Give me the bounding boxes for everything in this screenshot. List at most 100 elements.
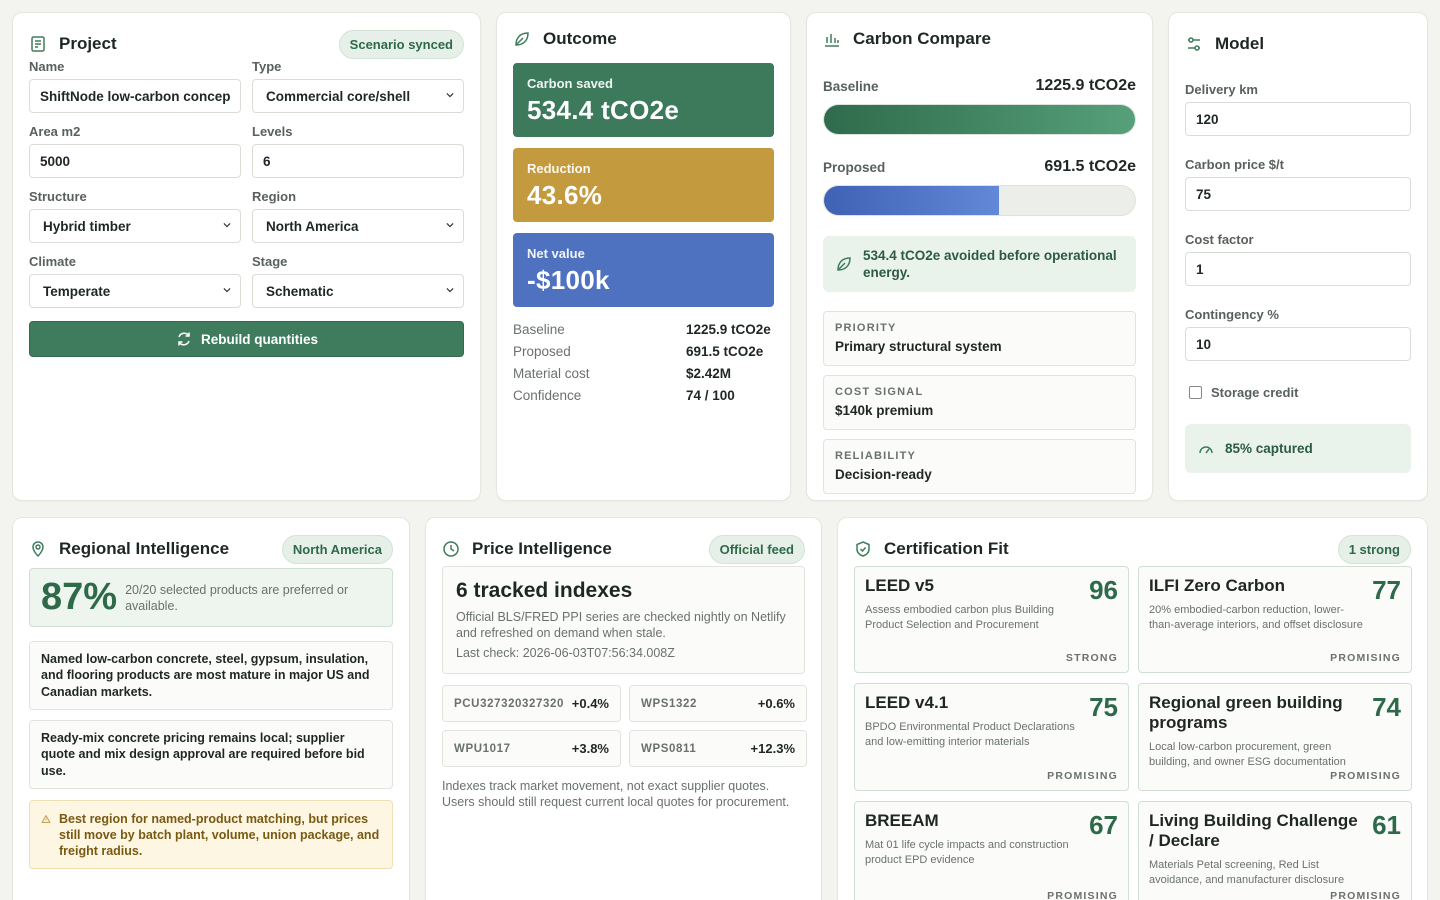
text-input[interactable]: 5000 (29, 144, 241, 178)
cert-description: Materials Petal screening, Red List avoi… (1149, 859, 1345, 886)
metric-value: 43.6% (527, 180, 603, 210)
cert-card: Regional green building programs 74 Local … (1138, 683, 1412, 791)
checkbox-label: Storage credit (1211, 384, 1299, 400)
badge: North America (281, 534, 393, 564)
select[interactable]: Schematic (252, 274, 464, 308)
icon-stroke (446, 288, 454, 293)
field-label: Structure (29, 189, 87, 204)
cert-score: 77 (1372, 575, 1401, 605)
cert-description: 20% embodied-carbon reduction, lower-tha… (1149, 604, 1363, 631)
icon-stroke (446, 223, 454, 228)
field: Type Commercial core/shell (252, 59, 464, 113)
metric-tile: Carbon saved 534.4 tCO2e (513, 63, 774, 137)
compare-head: Baseline 1225.9 tCO2e (823, 76, 1136, 96)
text-input[interactable]: 6 (252, 144, 464, 178)
signal-card: COST SIGNAL $140k premium (823, 375, 1136, 430)
text-input[interactable]: ShiftNode low-carbon concep (29, 79, 241, 113)
icon-stroke (41, 814, 51, 823)
cert-card: BREEAM 67 Mat 01 life cycle impacts and co… (854, 801, 1129, 900)
header-icon (856, 541, 870, 557)
index: WPS0811 +12.3% (629, 730, 807, 767)
field-label: Type (252, 59, 282, 74)
summary-label: Baseline (513, 321, 565, 337)
cert-status: PROMISING (1047, 890, 1118, 900)
summary-value: 1225.9 tCO2e (686, 321, 771, 337)
field: Region North America (252, 189, 464, 243)
field-value: 1 (1196, 261, 1204, 277)
cert-score: 96 (1089, 575, 1118, 605)
select[interactable]: Commercial core/shell (252, 79, 464, 113)
cert-status: STRONG (1065, 652, 1118, 664)
badge: 1 strong (1337, 534, 1411, 564)
note-icon (837, 257, 851, 271)
card-header: Outcome (513, 24, 774, 54)
field-value: North America (266, 218, 359, 234)
cert-description: Assess embodied carbon plus Building Pro… (865, 604, 1054, 631)
cert-name: ILFI Zero Carbon (1149, 576, 1285, 595)
field: Structure Hybrid timber (29, 189, 241, 243)
select[interactable]: North America (252, 209, 464, 243)
number-input[interactable]: 1 (1185, 252, 1411, 286)
rebuild-button[interactable]: Rebuild quantities (29, 321, 464, 357)
icon-stroke (446, 93, 454, 98)
note-text: 534.4 tCO2e avoided before operational e… (863, 248, 1117, 280)
summary-row: Confidence 74 / 100 (513, 384, 774, 406)
icon-stroke (859, 547, 867, 553)
score-box: 87% 20/20 selected products are preferred… (29, 568, 393, 627)
icon-stroke (515, 37, 524, 46)
warning-text: Best region for named-product matching, … (59, 812, 380, 858)
card: Price Intelligence Official feed 6 tracked… (425, 517, 822, 900)
icon-stroke (223, 288, 231, 293)
card: Regional Intelligence North America 87% 20/… (12, 517, 410, 900)
cert-status: PROMISING (1330, 652, 1401, 664)
index-change: +12.3% (750, 741, 795, 756)
compare-value: 1225.9 tCO2e (1035, 77, 1136, 94)
number-input[interactable]: 120 (1185, 102, 1411, 136)
price-footer: Indexes track market movement, not exact… (442, 779, 790, 809)
select[interactable]: Temperate (29, 274, 241, 308)
card-header: Certification Fit 1 strong (854, 534, 1411, 564)
card-title: Price Intelligence (472, 539, 612, 558)
field-value: Commercial core/shell (266, 88, 411, 104)
index-change: +0.6% (757, 696, 795, 711)
icon-stroke (35, 544, 41, 550)
card: Certification Fit 1 strong LEED v5 96 Assess… (837, 517, 1428, 900)
avoided-note: 534.4 tCO2e avoided before operational e… (823, 236, 1136, 292)
number-input[interactable]: 75 (1185, 177, 1411, 211)
card: Outcome Carbon saved 534.4 tCO2e Reduction 4… (496, 12, 791, 501)
signal-value: $140k premium (835, 403, 934, 418)
number-input[interactable]: 10 (1185, 327, 1411, 361)
icon-stroke (32, 541, 44, 558)
checkbox[interactable] (1189, 385, 1202, 399)
field-value: Hybrid timber (43, 218, 131, 234)
cert-name: Regional green building programs (1149, 693, 1343, 732)
card-title: Project (59, 34, 117, 53)
checkbox-row[interactable]: Storage credit (1185, 382, 1411, 402)
bar-track (823, 104, 1136, 135)
icon-stroke (825, 34, 839, 47)
field-label: Climate (29, 254, 76, 269)
cert-name: LEED v5 (865, 576, 934, 595)
cert-status: PROMISING (1330, 770, 1401, 782)
summary-label: Confidence (513, 387, 582, 403)
index: WPU1017 +3.8% (442, 730, 621, 767)
cert-status: PROMISING (1047, 770, 1118, 782)
summary-row: Proposed 691.5 tCO2e (513, 340, 774, 362)
icon-stroke (1199, 445, 1213, 453)
button-icon (178, 332, 190, 346)
cert-score: 74 (1372, 692, 1401, 722)
index-code: WPS1322 (641, 697, 697, 710)
card-title: Certification Fit (884, 539, 1009, 558)
select[interactable]: Hybrid timber (29, 209, 241, 243)
card-title: Model (1215, 34, 1265, 53)
compare-label: Baseline (823, 78, 879, 94)
field-label: Carbon price $/t (1185, 157, 1284, 172)
index-grid: PCU327320327320 +0.4% WPS1322 +0.6% WPU1017 +… (442, 685, 807, 767)
signal-value: Decision-ready (835, 467, 932, 482)
regional-note: Named low-carbon concrete, steel, gypsum… (29, 641, 393, 710)
icon-stroke (1205, 448, 1210, 453)
cert-score: 67 (1089, 810, 1118, 840)
icon-stroke (837, 257, 851, 271)
button-label: Rebuild quantities (200, 331, 318, 347)
cert-name: Living Building Challenge / Declare (1149, 811, 1358, 850)
